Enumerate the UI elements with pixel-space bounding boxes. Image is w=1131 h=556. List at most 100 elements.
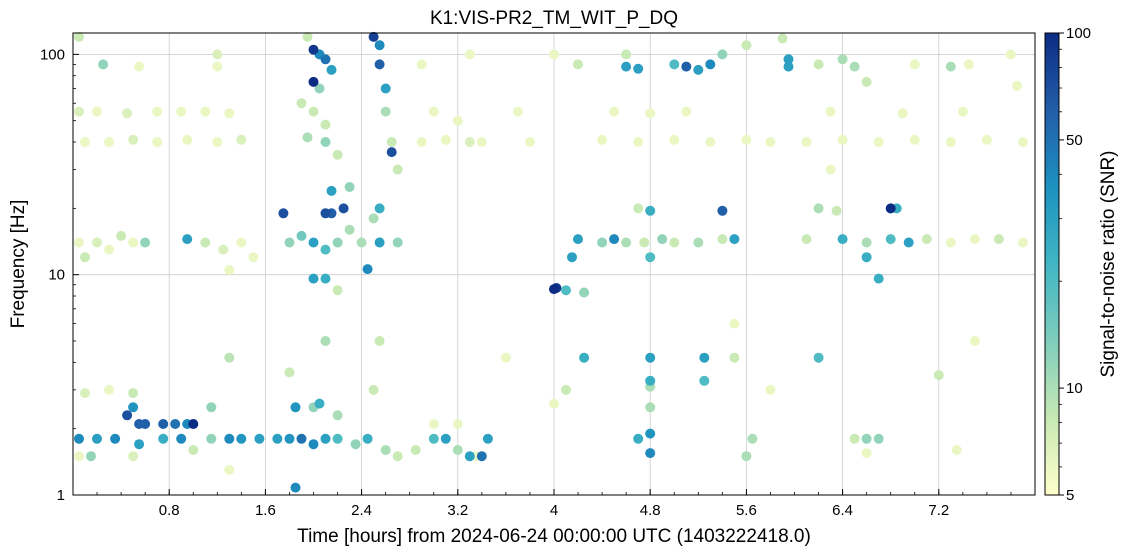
data-point bbox=[621, 49, 632, 60]
data-point bbox=[621, 237, 632, 248]
data-point bbox=[621, 61, 632, 72]
data-point bbox=[645, 428, 656, 439]
data-point bbox=[128, 402, 139, 413]
data-point bbox=[380, 445, 391, 455]
data-point bbox=[831, 205, 842, 216]
data-point bbox=[873, 273, 884, 284]
data-point bbox=[152, 106, 163, 117]
data-point bbox=[320, 54, 331, 65]
data-point bbox=[861, 76, 872, 87]
data-point bbox=[188, 419, 199, 429]
data-point bbox=[290, 482, 301, 493]
data-point bbox=[320, 119, 331, 130]
data-point bbox=[392, 164, 403, 175]
data-point bbox=[332, 410, 343, 421]
data-point bbox=[681, 106, 692, 117]
data-point bbox=[224, 265, 235, 275]
data-point bbox=[645, 448, 656, 459]
data-point bbox=[549, 284, 559, 295]
data-point bbox=[380, 106, 391, 117]
x-tick-label: 5.6 bbox=[736, 502, 757, 519]
data-point bbox=[609, 106, 620, 117]
data-point bbox=[645, 402, 656, 413]
data-point bbox=[783, 54, 794, 65]
colorbar-tick-label: 50 bbox=[1066, 132, 1083, 149]
data-point bbox=[278, 208, 289, 219]
data-point bbox=[332, 285, 343, 296]
data-point bbox=[861, 448, 872, 459]
data-point bbox=[368, 384, 379, 395]
data-point bbox=[284, 433, 295, 444]
data-point bbox=[452, 419, 463, 429]
data-point bbox=[416, 59, 427, 70]
data-point bbox=[386, 137, 397, 147]
y-tick-label: 1 bbox=[57, 487, 65, 504]
data-point bbox=[861, 237, 872, 248]
data-point bbox=[873, 137, 884, 147]
data-point bbox=[128, 237, 139, 248]
data-point bbox=[597, 237, 608, 248]
data-point bbox=[200, 237, 211, 248]
data-point bbox=[308, 44, 319, 55]
data-point bbox=[134, 439, 145, 450]
data-point bbox=[392, 451, 403, 462]
data-point bbox=[579, 287, 590, 298]
data-point bbox=[993, 234, 1004, 245]
data-point bbox=[374, 237, 385, 248]
data-point bbox=[633, 433, 644, 444]
data-point bbox=[410, 445, 421, 455]
data-point bbox=[741, 451, 752, 462]
data-point bbox=[440, 433, 451, 444]
data-point bbox=[344, 224, 355, 235]
data-point bbox=[699, 375, 710, 386]
data-point bbox=[152, 137, 163, 147]
data-point bbox=[837, 134, 848, 145]
data-point bbox=[476, 451, 487, 462]
data-point bbox=[765, 384, 776, 395]
colorbar bbox=[1044, 32, 1060, 496]
data-point bbox=[314, 398, 325, 409]
data-point bbox=[128, 388, 139, 399]
data-point bbox=[236, 237, 247, 248]
data-point bbox=[128, 134, 139, 145]
x-axis-label: Time [hours] from 2024-06-24 00:00:00 UT… bbox=[297, 526, 811, 547]
data-point bbox=[332, 433, 343, 444]
data-point bbox=[140, 419, 151, 429]
data-point bbox=[573, 234, 583, 245]
data-point bbox=[849, 61, 860, 72]
data-point bbox=[741, 134, 752, 145]
data-point bbox=[206, 402, 217, 413]
data-point bbox=[122, 410, 133, 421]
data-point bbox=[609, 234, 620, 245]
data-point bbox=[476, 137, 487, 147]
data-point bbox=[963, 59, 974, 70]
data-point bbox=[945, 137, 956, 147]
data-point bbox=[320, 208, 331, 219]
data-point bbox=[825, 106, 836, 117]
data-point bbox=[80, 252, 90, 263]
data-point bbox=[284, 367, 295, 378]
data-point bbox=[236, 433, 247, 444]
data-point bbox=[1018, 137, 1028, 147]
data-point bbox=[74, 433, 84, 444]
data-points bbox=[74, 31, 1028, 493]
data-point bbox=[645, 205, 656, 216]
data-point bbox=[549, 49, 559, 60]
data-point bbox=[98, 59, 109, 70]
data-point bbox=[92, 106, 102, 117]
data-point bbox=[320, 244, 331, 255]
data-point bbox=[374, 336, 385, 346]
y-tick-label: 100 bbox=[40, 46, 65, 63]
data-point bbox=[681, 61, 692, 72]
x-tick-label: 2.4 bbox=[351, 502, 372, 519]
data-point bbox=[104, 244, 115, 255]
data-point bbox=[212, 49, 223, 60]
data-point bbox=[669, 59, 680, 70]
data-point bbox=[206, 433, 217, 444]
data-point bbox=[801, 137, 812, 147]
data-point bbox=[861, 252, 872, 263]
data-point bbox=[374, 59, 385, 70]
data-point bbox=[368, 213, 379, 224]
data-point bbox=[356, 237, 367, 248]
data-point bbox=[308, 273, 319, 284]
